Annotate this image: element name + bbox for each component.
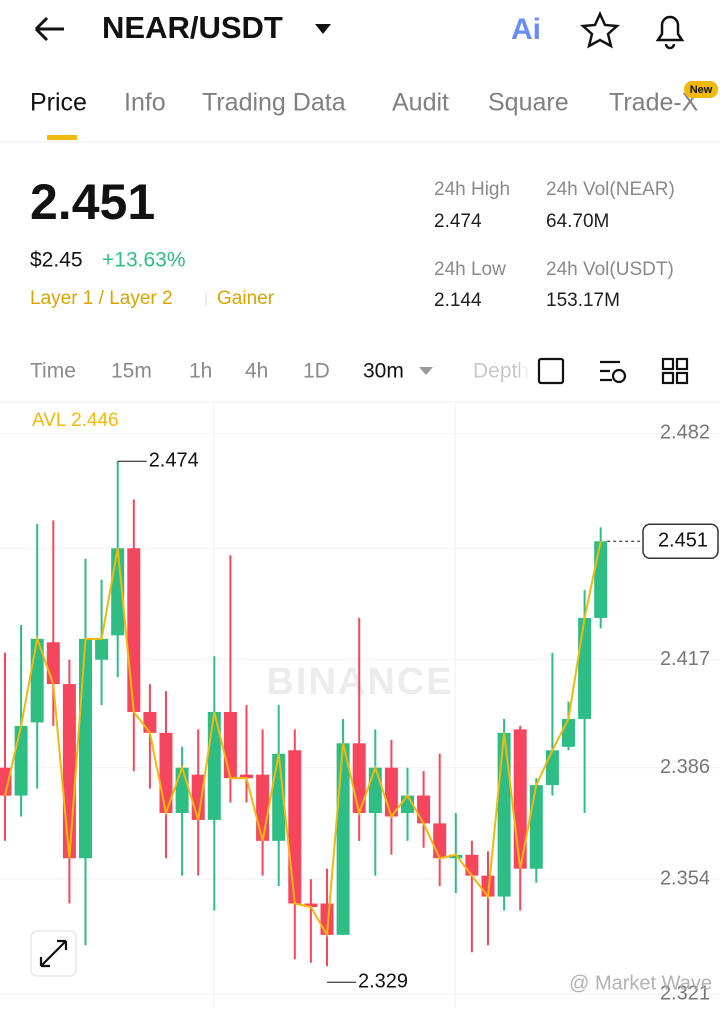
usd-price: $2.45 <box>30 249 83 272</box>
y-tick-label: 2.321 <box>660 982 710 1004</box>
candle-body <box>0 767 12 796</box>
candle-body <box>304 903 318 907</box>
tab[interactable]: Trading Data <box>202 89 346 117</box>
tag[interactable]: Layer 1 / Layer 2 <box>30 288 173 309</box>
candle-body <box>449 854 463 859</box>
y-tick-label: 2.354 <box>660 867 710 889</box>
expand-icon <box>39 939 68 968</box>
tab[interactable]: Price <box>30 89 87 117</box>
stat-value: 2.144 <box>434 290 482 311</box>
credit: @ Market Wave <box>569 972 712 994</box>
candle-body <box>79 638 92 859</box>
ai-button[interactable]: Ai <box>511 13 541 46</box>
candle-body <box>95 638 109 660</box>
candle-body <box>529 785 543 869</box>
close-line <box>4 541 602 939</box>
stat-value: 64.70M <box>546 211 609 232</box>
tab[interactable]: Audit <box>392 89 449 117</box>
high-label: 2.474 <box>149 449 199 471</box>
tool-icon[interactable] <box>611 368 627 384</box>
candle-body <box>465 854 479 876</box>
stat-label: 24h Vol(USDT) <box>546 259 674 280</box>
candle-body <box>288 750 302 904</box>
candle-body <box>46 642 60 685</box>
tool-icon[interactable] <box>537 357 565 385</box>
candle-body <box>336 743 350 935</box>
tab[interactable]: Trade-X <box>609 89 699 117</box>
pair-title[interactable]: NEAR/USDT <box>102 10 283 45</box>
new-badge-text: New <box>690 84 713 96</box>
low-label: 2.329 <box>358 970 408 992</box>
candle-body <box>127 548 141 712</box>
stat-value: 2.474 <box>434 211 482 232</box>
fade <box>520 352 540 392</box>
favorite-star[interactable] <box>579 10 621 49</box>
candle-body <box>223 711 237 779</box>
price-change: +13.63% <box>102 249 186 272</box>
stat-value: 153.17M <box>546 290 620 311</box>
timeframe[interactable]: 1D <box>303 360 330 383</box>
timeframe-active[interactable]: 30m <box>363 360 404 383</box>
timeframe-dropdown[interactable] <box>419 367 433 375</box>
plot: 2.4822.4492.4172.3862.3542.3212.4742.329… <box>0 422 720 1004</box>
bell[interactable] <box>655 15 685 50</box>
new-badge <box>684 81 718 98</box>
timeframe[interactable]: 4h <box>245 360 268 383</box>
timeframe[interactable]: Depth <box>473 360 529 383</box>
timeframe[interactable]: Time <box>30 360 76 383</box>
candle-body <box>320 903 334 935</box>
stat-label: 24h Vol(NEAR) <box>546 179 675 200</box>
candle-body <box>417 795 431 824</box>
tab[interactable]: Info <box>124 89 166 117</box>
stat-label: 24h Low <box>434 259 506 280</box>
candle-body <box>256 774 270 841</box>
last-price-box <box>642 523 719 560</box>
candle-body <box>545 750 559 786</box>
tool-icon[interactable] <box>600 360 620 382</box>
chart-tools <box>537 357 689 385</box>
candle-body <box>14 725 28 796</box>
last-price-label: 2.451 <box>658 530 708 552</box>
candle-body <box>143 711 157 733</box>
tag[interactable]: Gainer <box>217 288 275 309</box>
y-tick-label: 2.386 <box>660 756 710 778</box>
candle-body <box>191 774 205 820</box>
candle-body <box>562 718 575 747</box>
candle-body <box>368 767 382 813</box>
pair-dropdown[interactable] <box>315 24 331 34</box>
candle-body <box>578 617 592 719</box>
candle-body <box>240 774 253 779</box>
timeframe[interactable]: 15m <box>111 360 152 383</box>
candle-body <box>433 823 447 859</box>
candle-body <box>175 767 189 813</box>
candle-body <box>497 732 511 897</box>
last-price: 2.451 <box>30 174 155 230</box>
stat-label: 24h High <box>434 179 510 200</box>
tab[interactable]: Square <box>488 89 569 117</box>
timeframe[interactable]: 1h <box>189 360 212 383</box>
candle-body <box>62 684 76 859</box>
candle-body <box>594 541 608 618</box>
y-tick-label: 2.482 <box>660 422 710 444</box>
avl-label: AVL 2.446 <box>32 410 119 431</box>
back-button[interactable] <box>34 16 64 42</box>
tab-underline <box>47 135 77 140</box>
y-tick-label: 2.417 <box>660 648 710 670</box>
tool-icon[interactable] <box>661 357 675 371</box>
